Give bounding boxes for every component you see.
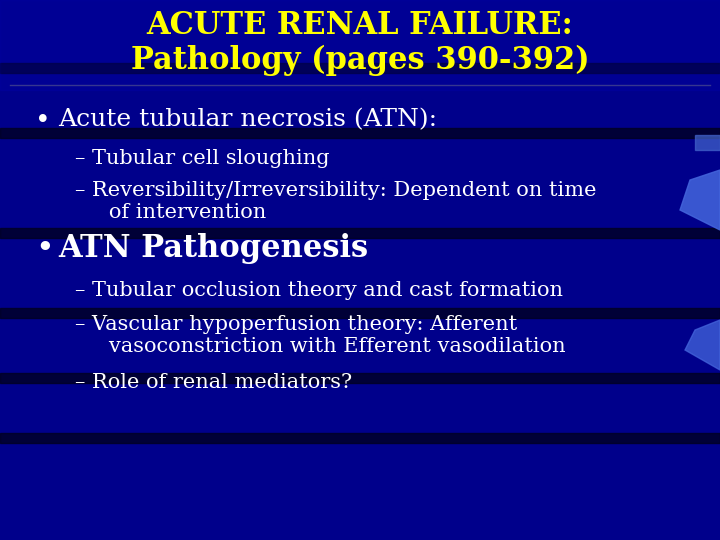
Text: •: •: [35, 107, 50, 132]
Text: – Tubular occlusion theory and cast formation: – Tubular occlusion theory and cast form…: [75, 281, 563, 300]
Text: Pathology (pages 390-392): Pathology (pages 390-392): [131, 44, 589, 76]
Text: – Tubular cell sloughing: – Tubular cell sloughing: [75, 148, 330, 167]
Text: •: •: [35, 233, 54, 265]
Polygon shape: [685, 320, 720, 370]
Text: ATN Pathogenesis: ATN Pathogenesis: [58, 233, 368, 265]
Text: Acute tubular necrosis (ATN):: Acute tubular necrosis (ATN):: [58, 109, 437, 132]
Bar: [0, 373, 720, 383]
Text: of intervention: of intervention: [89, 204, 266, 222]
Text: – Reversibility/Irreversibility: Dependent on time: – Reversibility/Irreversibility: Depende…: [75, 181, 596, 200]
Bar: [0, 128, 720, 138]
Bar: [0, 308, 720, 318]
Bar: [0, 228, 720, 238]
Bar: [0, 63, 720, 73]
Bar: [0, 433, 720, 443]
Polygon shape: [680, 170, 720, 230]
Bar: [0, 0, 720, 90]
Text: ACUTE RENAL FAILURE:: ACUTE RENAL FAILURE:: [147, 10, 573, 40]
Text: – Role of renal mediators?: – Role of renal mediators?: [75, 373, 352, 392]
Bar: [695, 135, 720, 150]
Text: vasoconstriction with Efferent vasodilation: vasoconstriction with Efferent vasodilat…: [89, 336, 566, 355]
Text: – Vascular hypoperfusion theory: Afferent: – Vascular hypoperfusion theory: Afferen…: [75, 314, 517, 334]
